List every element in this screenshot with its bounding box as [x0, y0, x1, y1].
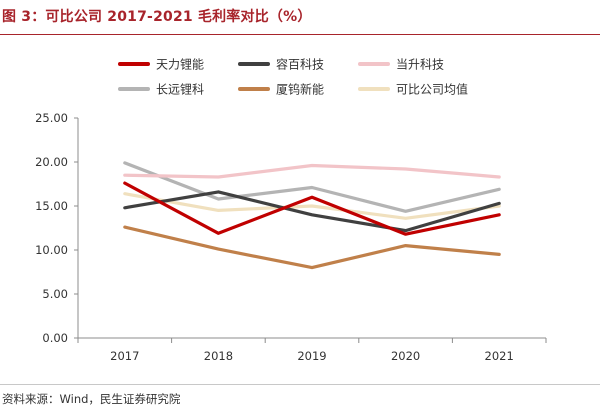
y-tick-label: 0.00 — [42, 331, 68, 345]
legend-label: 当升科技 — [396, 58, 444, 72]
y-tick-label: 15.00 — [35, 199, 68, 213]
source-note: 资料来源：Wind，民生证券研究院 — [2, 392, 181, 406]
y-tick-label: 5.00 — [42, 287, 68, 301]
figure-title: 图 3：可比公司 2017-2021 毛利率对比（%） — [2, 9, 312, 25]
y-tick-label: 20.00 — [35, 155, 68, 169]
series-lines — [123, 161, 501, 270]
x-tick-label: 2021 — [485, 349, 514, 363]
x-tick-label: 2018 — [204, 349, 233, 363]
x-tick-label: 2020 — [391, 349, 420, 363]
legend-item: 长远锂科 — [118, 82, 204, 97]
y-tick-label: 25.00 — [35, 111, 68, 125]
legend-label: 天力锂能 — [156, 57, 204, 72]
legend-label: 可比公司均值 — [396, 82, 468, 97]
series-line — [123, 163, 501, 179]
legend-label: 容百科技 — [276, 57, 324, 72]
legend-label: 厦钨新能 — [276, 82, 324, 97]
legend-item: 可比公司均值 — [358, 82, 468, 97]
series-line — [123, 225, 501, 270]
axes: 0.00 5.00 10.00 15.00 20.00 25.00 2017 2018 2019… — [35, 111, 547, 363]
legend-item: 厦钨新能 — [238, 82, 324, 97]
legend-label: 长远锂科 — [156, 82, 204, 97]
x-tick-label: 2019 — [297, 349, 326, 363]
series-line — [123, 181, 501, 236]
series-line — [123, 161, 501, 213]
source-bar: 资料来源：Wind，民生证券研究院 — [0, 384, 600, 417]
series-line — [123, 192, 501, 220]
figure-title-bar: 图 3：可比公司 2017-2021 毛利率对比（%） — [0, 0, 600, 35]
legend-item: 天力锂能 — [118, 57, 204, 72]
legend-item: 当升科技 — [358, 58, 444, 72]
legend-item: 容百科技 — [238, 57, 324, 72]
series-line — [123, 190, 501, 233]
y-tick-label: 10.00 — [35, 243, 68, 257]
x-tick-label: 2017 — [110, 349, 139, 363]
